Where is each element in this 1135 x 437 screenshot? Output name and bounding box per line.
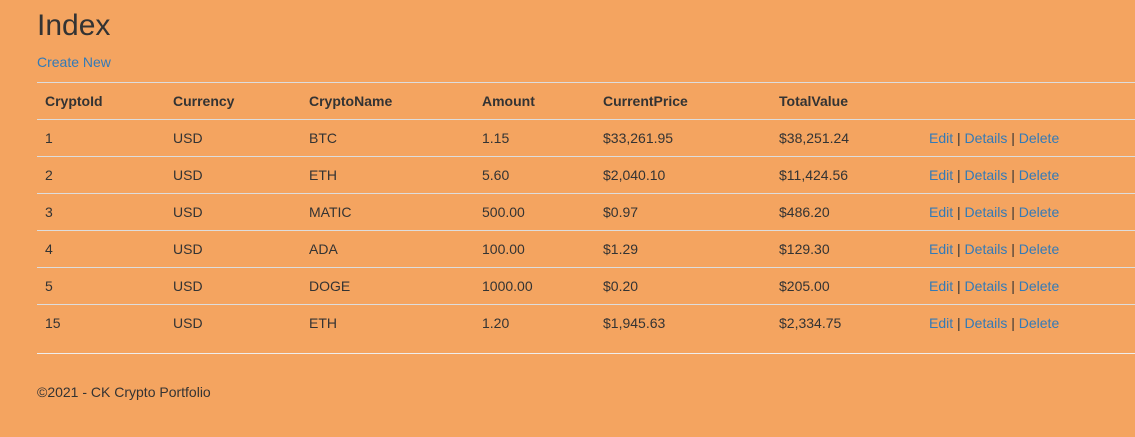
edit-link[interactable]: Edit — [929, 241, 954, 257]
create-new-link[interactable]: Create New — [37, 54, 111, 70]
cell-cryptoid: 1 — [37, 119, 165, 157]
cell-currency: USD — [165, 193, 301, 231]
cell-totalvalue: $38,251.24 — [771, 119, 921, 157]
cell-cryptoid: 15 — [37, 304, 165, 341]
cell-totalvalue: $205.00 — [771, 267, 921, 305]
details-link[interactable]: Details — [964, 315, 1008, 331]
cell-amount: 100.00 — [474, 230, 595, 268]
cell-cryptoname: ETH — [301, 156, 474, 194]
details-link[interactable]: Details — [964, 241, 1008, 257]
link-separator: | — [957, 315, 961, 331]
table-row: 15 USD ETH 1.20 $1,945.63 $2,334.75 Edit | Det… — [37, 304, 1135, 341]
cell-totalvalue: $129.30 — [771, 230, 921, 268]
delete-link[interactable]: Delete — [1018, 167, 1060, 183]
crypto-table: CryptoId Currency CryptoName Amount Curr… — [37, 82, 1135, 341]
edit-link[interactable]: Edit — [929, 204, 954, 220]
cell-currentprice: $33,261.95 — [595, 119, 771, 157]
footer-divider — [37, 353, 1135, 354]
cell-cryptoname: DOGE — [301, 267, 474, 305]
table-row: 4 USD ADA 100.00 $1.29 $129.30 Edit | Details … — [37, 230, 1135, 268]
cell-currency: USD — [165, 156, 301, 194]
table-header-row: CryptoId Currency CryptoName Amount Curr… — [37, 82, 1135, 120]
cell-cryptoname: ETH — [301, 304, 474, 341]
cell-cryptoname: ADA — [301, 230, 474, 268]
cell-actions: Edit | Details | Delete — [921, 193, 1135, 231]
delete-link[interactable]: Delete — [1018, 241, 1060, 257]
cell-currency: USD — [165, 304, 301, 341]
delete-link[interactable]: Delete — [1018, 278, 1060, 294]
delete-link[interactable]: Delete — [1018, 204, 1060, 220]
table-row: 5 USD DOGE 1000.00 $0.20 $205.00 Edit | Detail… — [37, 267, 1135, 305]
details-link[interactable]: Details — [964, 130, 1008, 146]
details-link[interactable]: Details — [964, 278, 1008, 294]
edit-link[interactable]: Edit — [929, 130, 954, 146]
cell-amount: 5.60 — [474, 156, 595, 194]
cell-currentprice: $0.20 — [595, 267, 771, 305]
cell-amount: 1.15 — [474, 119, 595, 157]
edit-link[interactable]: Edit — [929, 167, 954, 183]
cell-amount: 1000.00 — [474, 267, 595, 305]
link-separator: | — [957, 130, 961, 146]
cell-actions: Edit | Details | Delete — [921, 267, 1135, 305]
cell-currentprice: $1,945.63 — [595, 304, 771, 341]
header-amount: Amount — [474, 82, 595, 120]
link-separator: | — [1011, 278, 1015, 294]
cell-cryptoname: MATIC — [301, 193, 474, 231]
cell-currentprice: $2,040.10 — [595, 156, 771, 194]
page-title: Index — [37, 9, 111, 42]
cell-currency: USD — [165, 267, 301, 305]
cell-totalvalue: $11,424.56 — [771, 156, 921, 194]
table-row: 1 USD BTC 1.15 $33,261.95 $38,251.24 Edit | De… — [37, 119, 1135, 157]
link-separator: | — [1011, 204, 1015, 220]
cell-currentprice: $1.29 — [595, 230, 771, 268]
cell-cryptoid: 2 — [37, 156, 165, 194]
cell-currency: USD — [165, 119, 301, 157]
cell-cryptoid: 4 — [37, 230, 165, 268]
link-separator: | — [957, 167, 961, 183]
cell-actions: Edit | Details | Delete — [921, 304, 1135, 341]
edit-link[interactable]: Edit — [929, 278, 954, 294]
link-separator: | — [1011, 167, 1015, 183]
link-separator: | — [1011, 241, 1015, 257]
delete-link[interactable]: Delete — [1018, 130, 1060, 146]
link-separator: | — [1011, 130, 1015, 146]
table-row: 3 USD MATIC 500.00 $0.97 $486.20 Edit | Detail… — [37, 193, 1135, 231]
header-currency: Currency — [165, 82, 301, 120]
cell-actions: Edit | Details | Delete — [921, 156, 1135, 194]
link-separator: | — [957, 241, 961, 257]
cell-cryptoid: 5 — [37, 267, 165, 305]
details-link[interactable]: Details — [964, 167, 1008, 183]
header-actions — [921, 82, 1135, 120]
delete-link[interactable]: Delete — [1018, 315, 1060, 331]
cell-totalvalue: $486.20 — [771, 193, 921, 231]
cell-actions: Edit | Details | Delete — [921, 119, 1135, 157]
cell-amount: 1.20 — [474, 304, 595, 341]
header-totalvalue: TotalValue — [771, 82, 921, 120]
cell-totalvalue: $2,334.75 — [771, 304, 921, 341]
header-cryptoname: CryptoName — [301, 82, 474, 120]
cell-actions: Edit | Details | Delete — [921, 230, 1135, 268]
table-row: 2 USD ETH 5.60 $2,040.10 $11,424.56 Edit | Det… — [37, 156, 1135, 194]
details-link[interactable]: Details — [964, 204, 1008, 220]
cell-amount: 500.00 — [474, 193, 595, 231]
link-separator: | — [957, 278, 961, 294]
cell-currentprice: $0.97 — [595, 193, 771, 231]
link-separator: | — [1011, 315, 1015, 331]
header-cryptoid: CryptoId — [37, 82, 165, 120]
cell-cryptoid: 3 — [37, 193, 165, 231]
edit-link[interactable]: Edit — [929, 315, 954, 331]
header-currentprice: CurrentPrice — [595, 82, 771, 120]
cell-currency: USD — [165, 230, 301, 268]
cell-cryptoname: BTC — [301, 119, 474, 157]
footer-text: ©2021 - CK Crypto Portfolio — [37, 384, 211, 400]
link-separator: | — [957, 204, 961, 220]
